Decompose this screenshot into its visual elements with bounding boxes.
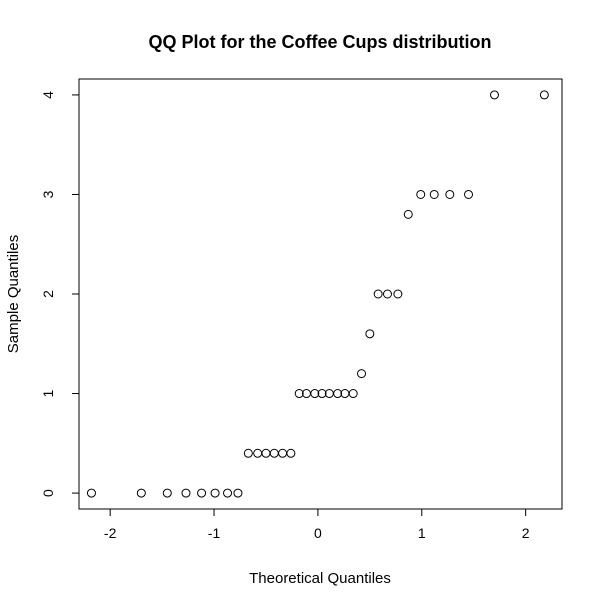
data-point [253,448,263,458]
plot-frame [78,78,563,510]
x-tick-label: 1 [418,525,426,541]
data-point [489,90,499,100]
data-point [464,189,474,199]
x-tick-label: 2 [522,525,530,541]
y-tick-label: 0 [40,489,56,497]
y-tick-label: 2 [40,290,56,298]
data-point [278,448,288,458]
data-point [348,389,358,399]
data-point [310,389,320,399]
x-tick-label: -1 [208,525,221,541]
data-point [403,209,413,219]
data-point [233,488,243,498]
x-axis-label: Theoretical Quantiles [249,570,391,587]
chart-title: QQ Plot for the Coffee Cups distribution [149,32,492,52]
y-axis-label: Sample Quantiles [5,235,22,353]
data-point [294,389,304,399]
data-point [373,289,383,299]
data-point [86,488,96,498]
data-point [243,448,253,458]
data-point [357,369,367,379]
y-tick-label: 1 [40,389,56,397]
data-point [445,189,455,199]
data-point [365,329,375,339]
data-point [223,488,233,498]
data-point [261,448,271,458]
data-point [539,90,549,100]
y-tick-label: 4 [40,91,56,99]
data-point [269,448,279,458]
data-point [333,389,343,399]
data-point [429,189,439,199]
data-point [162,488,172,498]
data-point [382,289,392,299]
data-point [136,488,146,498]
x-tick-label: 0 [314,525,322,541]
data-point [416,189,426,199]
y-tick-label: 3 [40,190,56,198]
data-point [393,289,403,299]
x-axis: -2 -1 0 1 2 [104,509,530,541]
y-axis: 0 1 2 3 4 [40,91,79,497]
data-point [286,448,296,458]
data-point [197,488,207,498]
x-tick-label: -2 [104,525,117,541]
data-point [210,488,220,498]
data-point [181,488,191,498]
data-points [86,90,549,498]
data-point [317,389,327,399]
